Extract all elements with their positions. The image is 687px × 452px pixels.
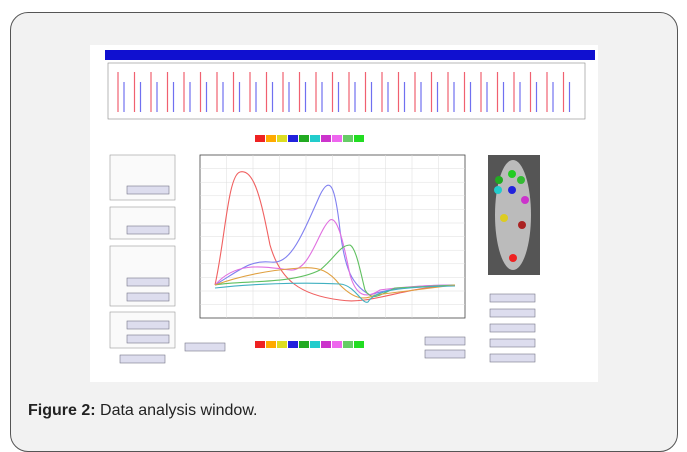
color-swatch (310, 135, 320, 142)
color-swatch (299, 341, 309, 348)
color-swatch (277, 135, 287, 142)
color-swatch (354, 135, 364, 142)
color-swatch (321, 135, 331, 142)
color-swatch (332, 135, 342, 142)
color-swatch (266, 135, 276, 142)
color-swatch (343, 135, 353, 142)
color-swatch (255, 341, 265, 348)
color-swatch (266, 341, 276, 348)
caption-text: Data analysis window. (100, 402, 257, 419)
color-swatch (277, 341, 287, 348)
color-swatch (321, 341, 331, 348)
color-swatch (343, 341, 353, 348)
title-bar (105, 50, 595, 60)
caption-label: Figure 2: (28, 402, 96, 419)
color-swatch (288, 341, 298, 348)
caption: Figure 2: Data analysis window. (28, 402, 257, 420)
color-swatch (288, 135, 298, 142)
color-swatch (299, 135, 309, 142)
screenshot (0, 0, 687, 437)
page: Figure 2: Data analysis window. (() => {… (0, 0, 687, 437)
left-panel (110, 155, 175, 348)
color-swatch (255, 135, 265, 142)
color-swatch (354, 341, 364, 348)
color-swatch (332, 341, 342, 348)
color-swatch (310, 341, 320, 348)
